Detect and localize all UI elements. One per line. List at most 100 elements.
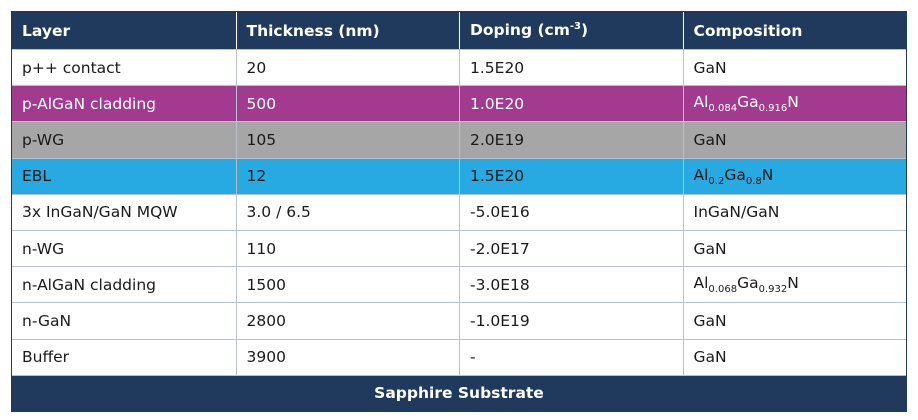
table-cell: Al0.068Ga0.932N: [682, 267, 907, 303]
cell-text: Thickness (nm): [246, 21, 380, 40]
table-cell: 1.5E20: [459, 158, 683, 194]
cell-text: -: [470, 348, 476, 367]
cell-text: -2.0E17: [470, 239, 530, 258]
footer-row: Sapphire Substrate: [12, 374, 906, 411]
table-cell: GaN: [682, 230, 907, 267]
table-cell: EBL: [12, 159, 236, 194]
cell-text: n-WG: [22, 239, 65, 258]
table-cell: GaN: [682, 339, 907, 375]
header-cell: Doping (cm-3): [459, 12, 683, 49]
table-row: n-AlGaN cladding 1500 -3.0E18 Al0.068Ga0.93…: [12, 266, 907, 303]
table-cell: Buffer: [12, 340, 236, 375]
table-cell: 2.0E19: [459, 122, 683, 158]
table-cell: InGaN/GaN: [682, 194, 907, 230]
script-text: -3: [569, 21, 581, 33]
cell-text: 3x InGaN/GaN MQW: [22, 203, 178, 222]
table-cell: p-AlGaN cladding: [12, 86, 236, 121]
table-cell: -5.0E16: [459, 194, 683, 230]
text-part: Ga: [737, 274, 759, 293]
table-cell: GaN: [682, 303, 907, 339]
table-row: n-GaN 2800 -1.0E19 GaN: [12, 302, 907, 339]
cell-text: p-AlGaN cladding: [22, 94, 157, 113]
table-cell: p++ contact: [12, 50, 236, 85]
cell-text: 500: [246, 94, 277, 113]
cell-text: Layer: [22, 21, 71, 40]
table-cell: 3900: [235, 339, 460, 375]
layer-table: Layer Thickness (nm) Doping (cm-3) Composit…: [11, 11, 907, 412]
table-row: p++ contact 20 1.5E20 GaN: [12, 49, 907, 86]
cell-text: 3.0 / 6.5: [246, 203, 311, 222]
cell-text: 1.5E20: [470, 58, 525, 77]
cell-text: 1.0E20: [470, 94, 525, 113]
table-cell: p-WG: [12, 122, 236, 157]
table-cell: n-WG: [12, 231, 236, 266]
cell-text: Doping (cm-3): [470, 21, 588, 39]
text-part: N: [787, 274, 799, 293]
table-cell: 110: [235, 230, 460, 267]
table-cell: n-GaN: [12, 303, 236, 338]
table-cell: 1.5E20: [459, 50, 683, 86]
table-row: Buffer 3900 - GaN: [12, 338, 907, 375]
table-cell: Al0.084Ga0.916N: [682, 86, 907, 122]
table-cell: 2800: [235, 303, 460, 339]
table-cell: 3.0 / 6.5: [235, 194, 460, 230]
cell-text: InGaN/GaN: [693, 203, 780, 222]
header-cell: Thickness (nm): [235, 12, 460, 49]
table-cell: 1500: [235, 267, 460, 303]
table-row: p-AlGaN cladding 500 1.0E20 Al0.084Ga0.916N: [12, 85, 907, 122]
text-part: Al: [693, 274, 709, 293]
cell-text: n-GaN: [22, 311, 72, 330]
cell-text: GaN: [693, 130, 727, 149]
table-cell: -2.0E17: [459, 230, 683, 267]
table-cell: 3x InGaN/GaN MQW: [12, 195, 236, 230]
cell-text: Composition: [693, 21, 803, 40]
table-row: p-WG 105 2.0E19 GaN: [12, 121, 907, 158]
cell-text: EBL: [22, 167, 52, 186]
cell-text: 105: [246, 130, 277, 149]
table-cell: GaN: [682, 50, 907, 86]
table-cell: 12: [235, 158, 460, 194]
cell-text: p++ contact: [22, 58, 121, 77]
table-cell: 500: [235, 86, 460, 122]
text-part: Al: [693, 93, 709, 112]
script-text: 0.8: [745, 175, 762, 187]
cell-text: Al0.084Ga0.916N: [694, 93, 799, 114]
script-text: 0.916: [758, 103, 788, 115]
cell-text: 1.5E20: [470, 167, 525, 186]
text-part: N: [787, 93, 799, 112]
text-part: N: [761, 165, 774, 184]
cell-text: Al0.2Ga0.8N: [694, 166, 774, 187]
header-cell: Layer: [12, 12, 236, 49]
cell-text: -3.0E18: [470, 275, 530, 294]
cell-text: 2800: [246, 311, 286, 330]
cell-text: n-AlGaN cladding: [22, 275, 156, 294]
script-text: 0.932: [758, 284, 788, 296]
table-row: 3x InGaN/GaN MQW 3.0 / 6.5 -5.0E16 InGaN/Ga…: [12, 193, 907, 230]
cell-text: 3900: [246, 348, 286, 367]
table-cell: -3.0E18: [459, 267, 683, 303]
table-cell: GaN: [682, 122, 907, 158]
table-cell: 105: [235, 122, 460, 158]
cell-text: 12: [246, 167, 267, 186]
text-part: ): [580, 21, 589, 40]
table-row: n-WG 110 -2.0E17 GaN: [12, 229, 907, 267]
cell-text: Buffer: [22, 348, 70, 367]
table-row: EBL 12 1.5E20 Al0.2Ga0.8N: [12, 157, 906, 194]
cell-text: GaN: [693, 58, 727, 77]
table-cell: -: [459, 339, 683, 375]
cell-text: GaN: [693, 239, 727, 258]
table-cell: n-AlGaN cladding: [12, 267, 236, 302]
cell-text: -5.0E16: [470, 203, 530, 222]
header-row: Layer Thickness (nm) Doping (cm-3) Composit…: [12, 12, 906, 49]
cell-text: p-WG: [22, 130, 65, 149]
table-cell: 1.0E20: [459, 86, 683, 122]
text-part: Ga: [724, 165, 746, 184]
footer-text: Sapphire Substrate: [374, 384, 544, 403]
cell-text: GaN: [693, 348, 727, 367]
header-cell: Composition: [682, 12, 907, 49]
text-part: Doping (cm: [470, 21, 570, 40]
cell-text: 110: [246, 239, 277, 258]
script-text: 0.084: [708, 103, 738, 115]
cell-text: Al0.068Ga0.932N: [694, 274, 799, 295]
